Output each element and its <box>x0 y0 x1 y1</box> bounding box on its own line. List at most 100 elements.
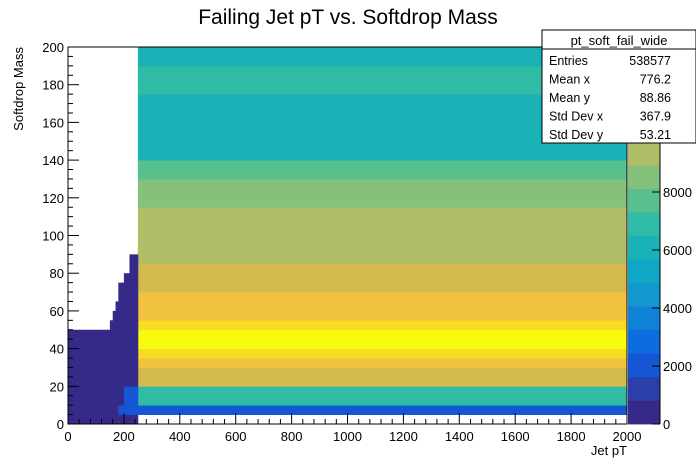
axes: 0 200 400 600 800 1000 1200 1400 1600 1800 2000 0 20… <box>42 40 641 444</box>
heatmap-cell <box>118 282 139 293</box>
x-tick-label: 400 <box>169 429 191 444</box>
y-tick-label: 80 <box>50 266 64 281</box>
x-tick-label: 1000 <box>333 429 362 444</box>
colorbar-tick-label: 4000 <box>663 301 692 316</box>
y-tick-label: 0 <box>57 417 64 432</box>
heatmap-row <box>137 84 628 95</box>
stats-value: 53.21 <box>640 128 671 142</box>
stats-label: Std Dev y <box>549 128 604 142</box>
heatmap-row <box>137 207 628 218</box>
stats-value: 88.86 <box>640 91 671 105</box>
colorbar-tick-label: 0 <box>663 417 670 432</box>
heatmap-cell <box>109 367 139 387</box>
stats-box: pt_soft_fail_wide Entries 538577 Mean x 776.… <box>541 29 696 144</box>
heatmap-row <box>137 169 628 180</box>
stats-value: 367.9 <box>640 110 671 124</box>
y-tick-label: 200 <box>42 40 64 55</box>
heatmap-row <box>137 273 628 284</box>
stats-value: 776.2 <box>640 73 671 87</box>
x-tick-label: 800 <box>281 429 303 444</box>
heatmap-cell <box>129 254 139 274</box>
heatmap-row <box>137 282 628 293</box>
x-tick-label: 1800 <box>557 429 586 444</box>
heatmap-cell <box>123 273 139 284</box>
y-tick-label: 140 <box>42 153 64 168</box>
heatmap-row <box>137 141 628 161</box>
y-tick-label: 120 <box>42 191 64 206</box>
colorbar-tick-label: 8000 <box>663 185 692 200</box>
y-tick-label: 40 <box>50 342 64 357</box>
heatmap-row <box>137 320 628 331</box>
y-tick-label: 180 <box>42 78 64 93</box>
colorbar-tick-label: 6000 <box>663 243 692 258</box>
colorbar-segment <box>628 353 660 378</box>
heatmap-cell <box>115 301 139 312</box>
heatmap-row <box>137 226 628 246</box>
colorbar-tick-label: 2000 <box>663 359 692 374</box>
heatmap-row <box>137 197 628 208</box>
x-axis-label: Jet pT <box>591 443 627 458</box>
heatmap-row <box>137 188 628 199</box>
heatmap-row <box>137 254 628 265</box>
colorbar-segment <box>628 282 660 307</box>
heatmap-row <box>137 395 628 406</box>
heatmap-row <box>137 216 628 227</box>
stats-label: Mean x <box>549 73 591 87</box>
heatmap-cell <box>118 405 139 415</box>
stats-title: pt_soft_fail_wide <box>571 33 668 48</box>
colorbar-segment <box>628 188 660 213</box>
x-tick-label: 0 <box>64 429 71 444</box>
stats-label: Std Dev x <box>549 110 604 124</box>
heatmap-cell <box>112 310 139 321</box>
stats-value: 538577 <box>629 54 671 68</box>
heatmap-cell <box>123 386 139 406</box>
colorbar-segment <box>628 259 660 284</box>
colorbar-segment <box>628 306 660 331</box>
colorbar-segment <box>628 235 660 260</box>
colorbar-segment <box>628 329 660 354</box>
heatmap-row <box>137 358 628 368</box>
stats-label: Mean y <box>549 91 591 105</box>
heatmap-row <box>137 301 628 312</box>
heatmap-row <box>137 348 628 359</box>
y-tick-label: 60 <box>50 304 64 319</box>
heatmap-row <box>137 376 628 387</box>
x-tick-label: 1200 <box>389 429 418 444</box>
heatmap-row <box>137 386 628 397</box>
heatmap-cell <box>68 386 125 406</box>
y-tick-label: 100 <box>42 229 64 244</box>
heatmap-row <box>137 367 628 378</box>
heatmap-row <box>137 178 628 189</box>
heatmap-cell <box>109 329 139 349</box>
heatmap-row <box>137 65 628 76</box>
colorbar-segment <box>628 141 660 166</box>
heatmap-cell <box>109 320 139 331</box>
colorbar-segment <box>628 400 660 425</box>
heatmap-cells <box>68 47 628 425</box>
stats-label: Entries <box>549 54 588 68</box>
heatmap-cell <box>68 405 119 415</box>
colorbar-segment <box>628 211 660 236</box>
heatmap-row <box>137 244 628 255</box>
heatmap-row <box>137 292 628 302</box>
heatmap-row <box>137 75 628 86</box>
heatmap-row <box>137 263 628 274</box>
chart-title: Failing Jet pT vs. Softdrop Mass <box>198 6 498 29</box>
heatmap-row <box>137 94 628 114</box>
y-axis-label: Softdrop Mass <box>11 47 26 131</box>
y-tick-label: 20 <box>50 379 64 394</box>
heatmap-row <box>137 329 628 349</box>
x-tick-label: 2000 <box>613 429 642 444</box>
x-tick-label: 600 <box>225 429 247 444</box>
heatmap-row <box>137 47 628 57</box>
x-tick-label: 1400 <box>445 429 474 444</box>
heatmap-row <box>137 405 628 415</box>
heatmap-row <box>137 310 628 321</box>
heatmap-cell <box>68 414 139 425</box>
heatmap-row <box>137 160 628 170</box>
colorbar-segment <box>628 376 660 401</box>
y-tick-label: 160 <box>42 115 64 130</box>
x-tick-label: 200 <box>113 429 135 444</box>
heatmap-cell <box>68 329 111 387</box>
